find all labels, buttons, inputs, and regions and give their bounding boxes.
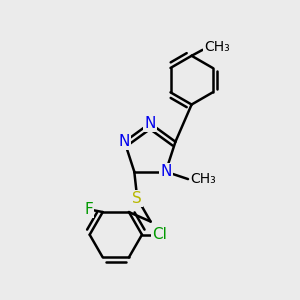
Text: CH₃: CH₃: [190, 172, 216, 186]
Text: F: F: [84, 202, 93, 217]
Text: N: N: [160, 164, 171, 179]
Text: N: N: [144, 116, 156, 131]
Text: N: N: [119, 134, 130, 149]
Text: CH₃: CH₃: [204, 40, 230, 55]
Text: Cl: Cl: [152, 227, 167, 242]
Text: S: S: [132, 191, 142, 206]
